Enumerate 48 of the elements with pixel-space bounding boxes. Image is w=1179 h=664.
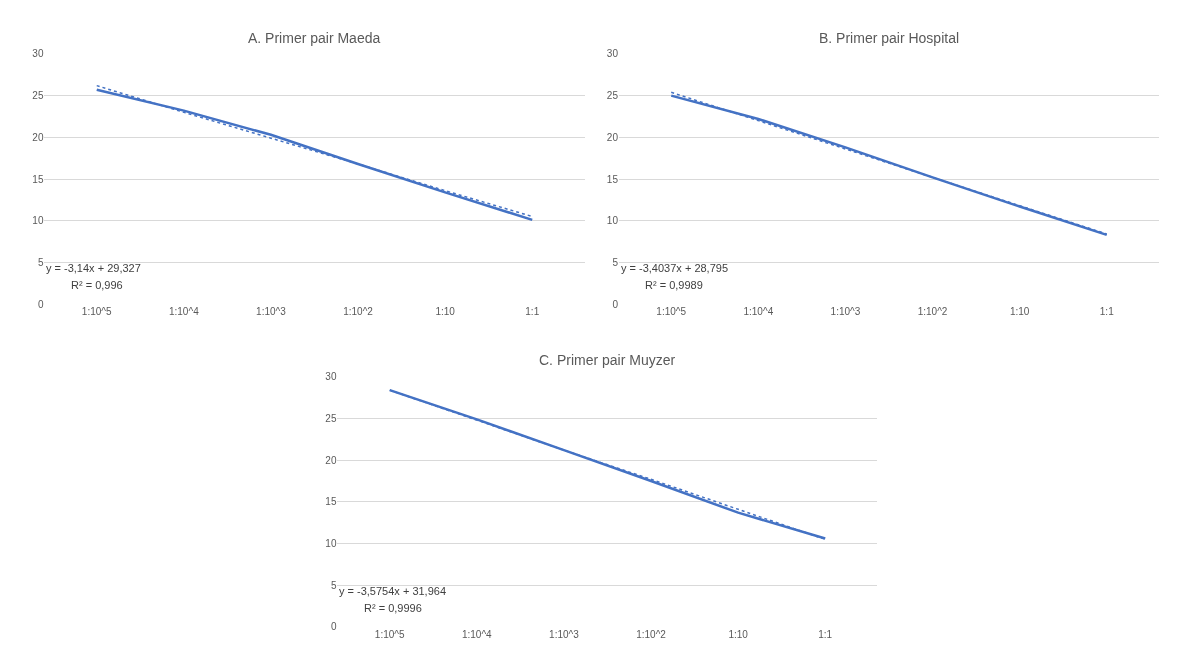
y-tick-label: 25 [32,90,44,102]
x-tick-label: 1:10^5 [374,628,406,640]
y-tick-label: 25 [606,90,619,102]
x-tick-label: 1:1 [525,306,540,318]
annotation: y = -3,4037x + 28,795 [621,262,729,274]
annotation: y = -3,14x + 29,327 [46,262,141,274]
x-tick-label: 1:10^5 [656,306,687,318]
x-tick-label: 1:10^5 [81,306,113,318]
y-tick-label: 5 [330,579,337,591]
y-tick-label: 15 [606,173,619,185]
x-tick-label: 1:10 [728,628,749,640]
y-tick-label: 20 [325,454,337,466]
y-tick-label: 0 [330,621,337,633]
y-tick-label: 25 [325,412,337,424]
annotation: y = -3,5754x + 31,964 [339,585,447,597]
x-tick-label: 1:10^4 [743,306,774,318]
x-tick-label: 1:10^2 [917,306,948,318]
chart-title: B. Primer pair Hospital [819,30,960,46]
y-tick-label: 30 [32,48,44,60]
annotation: R² = 0,9989 [645,279,703,291]
x-tick-label: 1:10^4 [461,628,493,640]
x-tick-label: 1:10^3 [830,306,861,318]
y-tick-label: 0 [612,298,619,310]
y-tick-label: 0 [37,298,44,310]
x-tick-label: 1:10^2 [636,628,667,640]
y-tick-label: 10 [32,215,44,227]
x-tick-label: 1:10^3 [256,306,287,318]
x-tick-label: 1:10^2 [343,306,374,318]
y-tick-label: 20 [32,131,44,143]
chart-title: A. Primer pair Maeda [248,30,381,46]
y-tick-label: 5 [37,256,44,268]
x-tick-label: 1:1 [818,628,833,640]
y-tick-label: 30 [606,48,619,60]
annotation: R² = 0,996 [71,279,123,291]
x-tick-label: 1:1 [1099,306,1115,318]
y-tick-label: 30 [325,371,337,383]
y-tick-label: 5 [612,256,619,268]
x-tick-label: 1:10^4 [168,306,200,318]
y-tick-label: 10 [606,215,619,227]
y-tick-label: 20 [606,131,619,143]
y-tick-label: 10 [325,538,337,549]
x-tick-label: 1:10 [435,306,456,318]
annotation: R² = 0,9996 [364,602,422,614]
x-tick-label: 1:10 [1009,306,1030,318]
chart-title: C. Primer pair Muyzer [539,352,676,368]
x-tick-label: 1:10^3 [549,628,580,640]
y-tick-label: 15 [325,496,337,508]
y-tick-label: 15 [32,173,44,185]
